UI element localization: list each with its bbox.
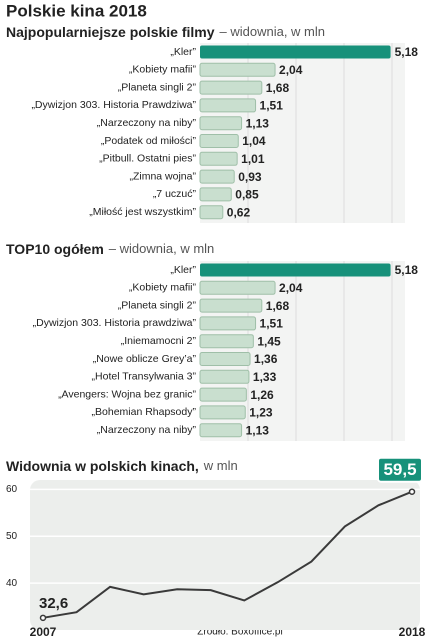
category-label: „Hotel Transylwania 3”: [92, 371, 197, 383]
bar: [199, 169, 235, 184]
bar: [199, 151, 238, 166]
category-label: „Pitbull. Ostatni pies”: [99, 153, 196, 165]
x-tick-label: 2018: [399, 625, 426, 639]
plot-bg: [30, 480, 420, 630]
point: [39, 614, 47, 622]
value-label: 1,36: [254, 352, 278, 366]
chart-title: Widownia w polskich kinach, w mln: [6, 458, 238, 474]
category-label: „Dywizjon 303. Historia Prawdziwa”: [31, 99, 196, 111]
x-tick-label: 2007: [30, 625, 57, 639]
category-label: „Nowe oblicze Grey’a”: [93, 353, 197, 365]
value-label: 59,5: [383, 460, 416, 479]
category-label: „7 uczuć”: [153, 188, 197, 200]
title-main: Widownia w polskich kinach,: [6, 458, 199, 474]
category-label: „Zimna wojna”: [129, 170, 196, 182]
y-tick-label: 50: [6, 531, 18, 542]
bar: [199, 423, 243, 438]
bar: [199, 205, 224, 220]
bar: [199, 405, 246, 420]
title-sub: – widownia, w mln: [220, 24, 326, 39]
category-label: „Miłość jest wszystkim”: [89, 206, 196, 218]
value-label: 1,51: [260, 317, 284, 331]
category-label: „Avengers: Wojna bez granic”: [58, 388, 196, 400]
bar: [199, 280, 276, 295]
y-tick-label: 60: [6, 484, 18, 495]
bar: [200, 45, 391, 59]
bar: [199, 98, 257, 113]
value-label: 1,68: [266, 299, 290, 313]
category-label: „Iniemamocni 2”: [121, 335, 197, 347]
bar: [199, 80, 263, 95]
value-label: 1,13: [246, 423, 270, 437]
category-label: „Planeta singli 2”: [118, 81, 197, 93]
label-box: [377, 456, 423, 483]
chart-title: Najpopularniejsze polskie filmy – widowni…: [6, 24, 325, 40]
point: [408, 488, 416, 495]
value-label: 1,51: [260, 99, 284, 113]
bar: [199, 334, 254, 349]
bar: [200, 263, 391, 277]
value-label: 0,93: [238, 170, 262, 184]
value-label: 0,85: [235, 188, 259, 202]
value-label: 1,01: [241, 152, 265, 166]
value-label: 1,13: [246, 116, 270, 130]
category-label: „Kler”: [170, 46, 196, 58]
category-label: „Kler”: [170, 264, 196, 276]
value-label: 1,04: [242, 134, 266, 148]
value-label: 1,26: [250, 388, 274, 402]
value-label: 2,04: [279, 63, 303, 77]
value-label: 1,68: [266, 81, 290, 95]
bar: [199, 116, 243, 131]
value-label: 1,33: [253, 370, 277, 384]
value-label: 1,45: [257, 334, 281, 348]
value-label: 5,18: [395, 263, 419, 277]
value-label: 1,23: [249, 406, 273, 420]
chart-title: TOP10 ogółem – widownia, w mln: [6, 241, 214, 257]
bar: [199, 62, 276, 77]
value-label: 2,04: [279, 281, 303, 295]
title-sub: – widownia, w mln: [109, 241, 215, 256]
value-label: 0,62: [227, 205, 251, 219]
category-label: „Kobiety mafii”: [129, 282, 197, 294]
category-label: „Planeta singli 2”: [118, 299, 197, 311]
category-label: „Narzeczony na niby”: [97, 424, 197, 436]
category-label: „Narzeczony na niby”: [97, 117, 197, 129]
category-label: „Dywizjon 303. Historia prawdziwa”: [33, 317, 197, 329]
value-label: 32,6: [39, 595, 68, 612]
category-label: „Kobiety mafii”: [129, 64, 197, 76]
value-label: 5,18: [395, 45, 419, 59]
bar: [199, 298, 263, 313]
y-tick-label: 40: [6, 578, 18, 589]
title-main: Najpopularniejsze polskie filmy: [6, 24, 215, 40]
bar: [199, 352, 251, 366]
line: [42, 490, 413, 619]
bar: [199, 134, 239, 148]
category-label: „Podatek od miłości”: [101, 135, 197, 147]
title-sub: w mln: [203, 458, 238, 473]
category-label: „Bohemian Rhapsody”: [92, 406, 197, 418]
title-main: TOP10 ogółem: [6, 241, 104, 257]
bar: [199, 316, 257, 331]
bar: [199, 387, 247, 402]
bar: [199, 187, 232, 202]
page-title: Polskie kina 2018: [6, 1, 147, 20]
bar: [199, 369, 250, 384]
